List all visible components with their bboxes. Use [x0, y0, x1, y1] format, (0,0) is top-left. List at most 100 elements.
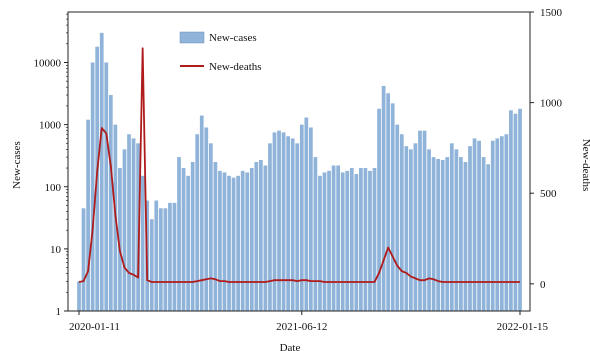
new-cases-bar — [413, 143, 418, 311]
new-cases-bar — [449, 143, 454, 311]
new-cases-bar — [386, 93, 391, 312]
new-cases-bar — [81, 208, 86, 311]
new-cases-bar — [181, 168, 186, 311]
new-cases-bar — [363, 168, 368, 311]
new-cases-bar — [204, 127, 209, 311]
new-cases-bar — [199, 115, 204, 311]
new-cases-bar — [318, 175, 322, 311]
new-cases-bar — [218, 170, 222, 311]
y-left-tick-label: 10 — [50, 244, 62, 256]
new-cases-bar — [390, 103, 395, 311]
x-axis-title: Date — [280, 342, 301, 351]
new-cases-bar — [459, 157, 463, 311]
new-cases-bar — [304, 117, 309, 311]
new-cases-bar — [431, 157, 436, 311]
new-cases-bar — [504, 134, 509, 311]
new-cases-bar — [340, 172, 345, 311]
y-right-tick-label: 500 — [540, 188, 557, 200]
new-cases-bar — [231, 177, 236, 311]
new-cases-bar — [190, 162, 195, 311]
y-right-axis-title: New-deaths — [580, 139, 590, 192]
new-cases-bar — [290, 138, 295, 311]
new-cases-bar — [354, 174, 359, 311]
new-cases-bar — [227, 175, 231, 311]
new-cases-bar — [472, 138, 477, 311]
new-cases-bar — [499, 136, 504, 311]
new-cases-bar — [513, 113, 518, 311]
new-cases-bar — [490, 140, 495, 311]
new-cases-bar — [418, 130, 422, 311]
new-cases-bar — [236, 175, 240, 311]
new-cases-bar — [163, 208, 168, 311]
new-cases-bar — [395, 124, 400, 311]
y-left-axis-title: New-cases — [11, 141, 23, 189]
new-cases-bar — [240, 170, 245, 311]
new-cases-bar — [295, 143, 300, 311]
new-cases-bar — [454, 149, 459, 311]
y-left-tick-label: 100 — [45, 182, 62, 194]
new-cases-bar — [468, 146, 472, 311]
new-cases-bar — [158, 208, 163, 311]
new-cases-bar — [118, 168, 122, 311]
new-cases-bar — [299, 124, 304, 311]
new-cases-bar — [272, 132, 277, 311]
new-cases-bar — [331, 165, 336, 311]
y-left-tick-label: 1 — [56, 306, 62, 318]
new-cases-bar — [477, 140, 481, 311]
x-tick-label: 2021-06-12 — [276, 321, 327, 333]
y-left-tick-label: 1000 — [39, 120, 62, 132]
deaths-line-group — [78, 47, 520, 283]
new-cases-bar — [409, 149, 413, 311]
new-cases-bar — [245, 172, 250, 311]
new-cases-bar — [359, 168, 363, 311]
new-cases-bar — [327, 170, 331, 311]
legend-label-new-cases: New-cases — [209, 32, 257, 44]
new-cases-bar — [122, 149, 127, 311]
new-cases-bar — [177, 157, 181, 311]
new-cases-bar — [440, 159, 445, 311]
legend-swatch-new-cases — [179, 31, 205, 44]
new-cases-bar — [495, 138, 500, 311]
new-cases-bar — [399, 134, 404, 311]
new-cases-bar — [486, 164, 491, 311]
new-cases-bar — [322, 172, 327, 311]
new-cases-bar — [481, 157, 486, 311]
new-cases-bar — [258, 159, 263, 311]
new-deaths-line — [78, 47, 520, 283]
new-cases-bar — [377, 108, 381, 312]
new-cases-bar — [249, 168, 254, 311]
new-cases-bar — [195, 134, 200, 311]
new-cases-bar — [263, 165, 268, 311]
new-cases-bar — [345, 170, 350, 311]
y-right-tick-label: 1500 — [540, 7, 563, 19]
new-cases-bar — [404, 146, 409, 311]
new-cases-bar — [90, 62, 95, 311]
new-cases-bar — [222, 172, 227, 311]
new-cases-bar — [86, 119, 90, 312]
new-cases-bar — [127, 134, 131, 311]
new-cases-bar — [149, 219, 154, 311]
new-cases-bar — [136, 143, 140, 311]
new-cases-bar — [313, 157, 318, 311]
new-cases-bar — [336, 165, 341, 311]
new-cases-bar — [104, 62, 109, 311]
new-cases-bar — [518, 108, 522, 312]
left-axis: 1 10 100 1000 10000 — [34, 13, 68, 318]
new-cases-bar — [427, 149, 431, 311]
new-cases-bar — [213, 162, 218, 311]
new-cases-bar — [436, 158, 441, 311]
x-tick-label: 2020-01-11 — [69, 321, 120, 333]
new-cases-bar — [445, 157, 450, 311]
plot-frame — [67, 11, 531, 312]
y-right-tick-label: 1000 — [540, 98, 563, 110]
new-cases-bar — [277, 130, 281, 311]
new-cases-bar — [381, 85, 386, 311]
new-cases-bar — [131, 138, 136, 311]
new-cases-bar — [422, 130, 427, 311]
legend: New-cases New-deaths — [179, 31, 262, 73]
new-cases-bar — [463, 162, 468, 311]
new-cases-bar — [286, 136, 290, 311]
new-cases-bar — [140, 175, 145, 311]
new-cases-bar — [154, 200, 159, 311]
